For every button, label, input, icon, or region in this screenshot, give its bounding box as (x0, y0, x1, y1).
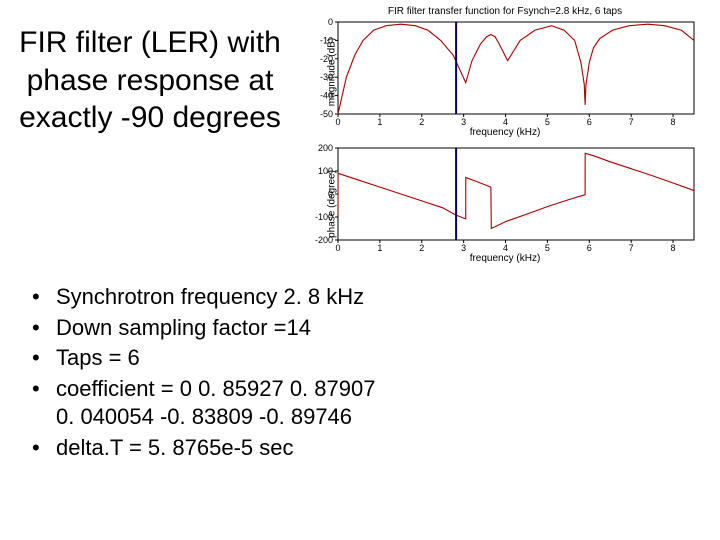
svg-text:1: 1 (377, 117, 382, 127)
svg-text:-50: -50 (320, 109, 333, 119)
svg-text:5: 5 (545, 243, 550, 253)
bullet-synch-freq: Synchrotron frequency 2. 8 kHz (30, 283, 700, 312)
chart-area: FIR filter transfer function for Fsynch=… (300, 0, 720, 265)
svg-text:3: 3 (461, 243, 466, 253)
svg-text:6: 6 (587, 117, 592, 127)
magnitude-chart: FIR filter transfer function for Fsynch=… (300, 6, 710, 138)
svg-text:2: 2 (419, 117, 424, 127)
svg-text:1: 1 (377, 243, 382, 253)
svg-text:4: 4 (503, 243, 508, 253)
magnitude-ylabel: magnitude (dB) (327, 38, 338, 106)
phase-xlabel: frequency (kHz) (300, 253, 710, 264)
slide-title: FIR filter (LER) with phase response at … (0, 0, 300, 265)
svg-text:0: 0 (328, 18, 333, 27)
phase-chart: phase (degree) 0123456782001000-100-200 … (300, 144, 710, 264)
svg-text:3: 3 (461, 117, 466, 127)
bullet-taps: Taps = 6 (30, 344, 700, 373)
svg-text:4: 4 (503, 117, 508, 127)
bullet-list: Synchrotron frequency 2. 8 kHz Down samp… (0, 265, 720, 463)
svg-text:2: 2 (419, 243, 424, 253)
svg-text:7: 7 (629, 243, 634, 253)
bullet-downsampling: Down sampling factor =14 (30, 314, 700, 343)
svg-text:8: 8 (671, 243, 676, 253)
svg-text:0: 0 (335, 243, 340, 253)
svg-text:200: 200 (318, 144, 333, 153)
svg-text:7: 7 (629, 117, 634, 127)
svg-text:8: 8 (671, 117, 676, 127)
svg-text:6: 6 (587, 243, 592, 253)
bullet-delta-t: delta.T = 5. 8765e-5 sec (30, 434, 700, 463)
magnitude-xlabel: frequency (kHz) (300, 127, 710, 138)
svg-text:5: 5 (545, 117, 550, 127)
magnitude-chart-title: FIR filter transfer function for Fsynch=… (300, 6, 710, 17)
svg-text:0: 0 (335, 117, 340, 127)
phase-ylabel: phase (degree) (326, 170, 337, 238)
bullet-coeff: coefficient = 0 0. 85927 0. 87907 0. 040… (30, 375, 700, 432)
